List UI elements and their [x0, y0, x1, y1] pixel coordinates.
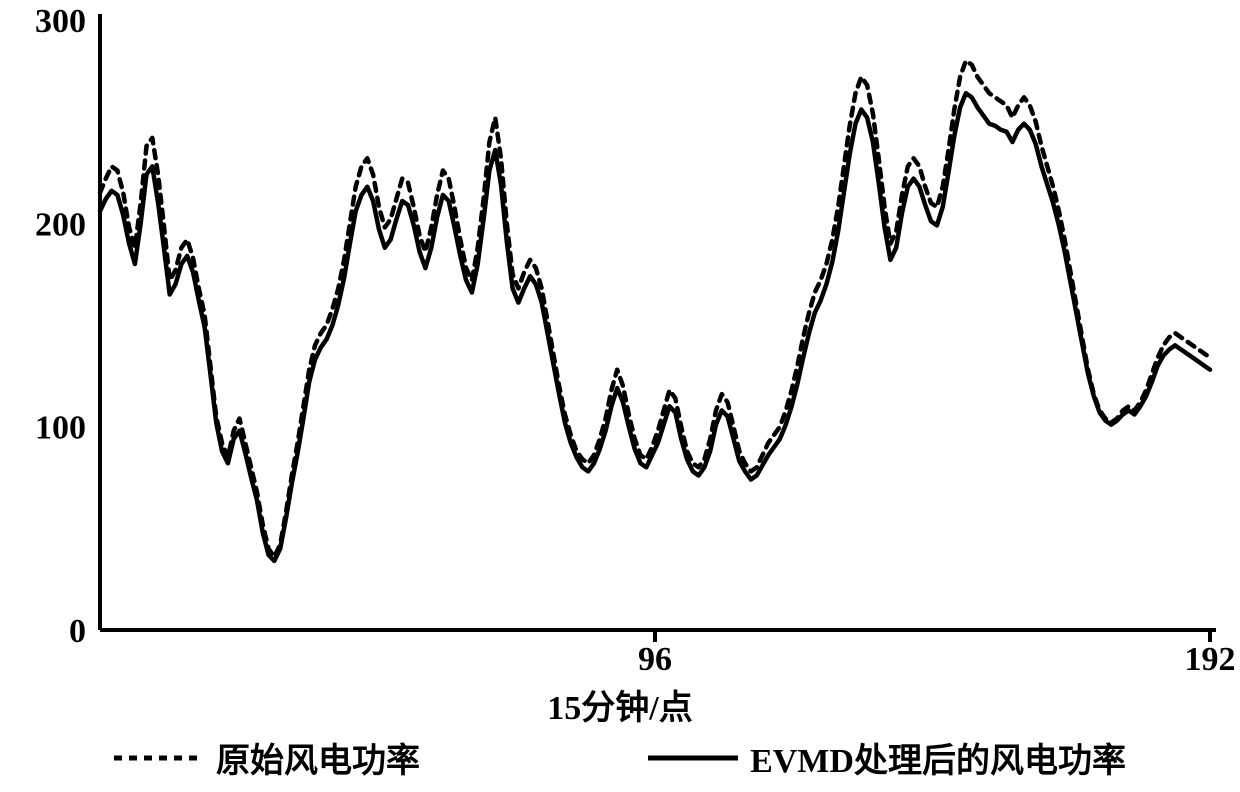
x-axis-title-text: 15分钟/点	[547, 690, 692, 727]
legend-swatch-solid	[648, 745, 738, 771]
chart-svg: 0 100 200 300 96 192	[0, 0, 1240, 700]
y-tick-label: 300	[35, 3, 86, 40]
wind-power-chart: 0 100 200 300 96 192 15分钟/点 原始风电功率 EVMD处理后的风电…	[0, 0, 1240, 792]
legend: 原始风电功率 EVMD处理后的风电功率	[0, 733, 1240, 782]
series-original	[100, 61, 1210, 557]
series-evmd	[100, 93, 1210, 561]
legend-swatch-dashed	[114, 745, 204, 771]
x-tick-label: 192	[1185, 641, 1236, 678]
legend-item-original: 原始风电功率	[114, 733, 420, 782]
x-tick-label: 96	[638, 641, 672, 678]
y-tick-label: 200	[35, 206, 86, 243]
legend-label-original: 原始风电功率	[216, 733, 420, 782]
y-tick-label: 0	[69, 613, 86, 650]
legend-item-evmd: EVMD处理后的风电功率	[648, 733, 1126, 782]
legend-label-evmd: EVMD处理后的风电功率	[750, 733, 1126, 782]
y-tick-label: 100	[35, 410, 86, 447]
x-axis-title: 15分钟/点	[0, 680, 1240, 729]
